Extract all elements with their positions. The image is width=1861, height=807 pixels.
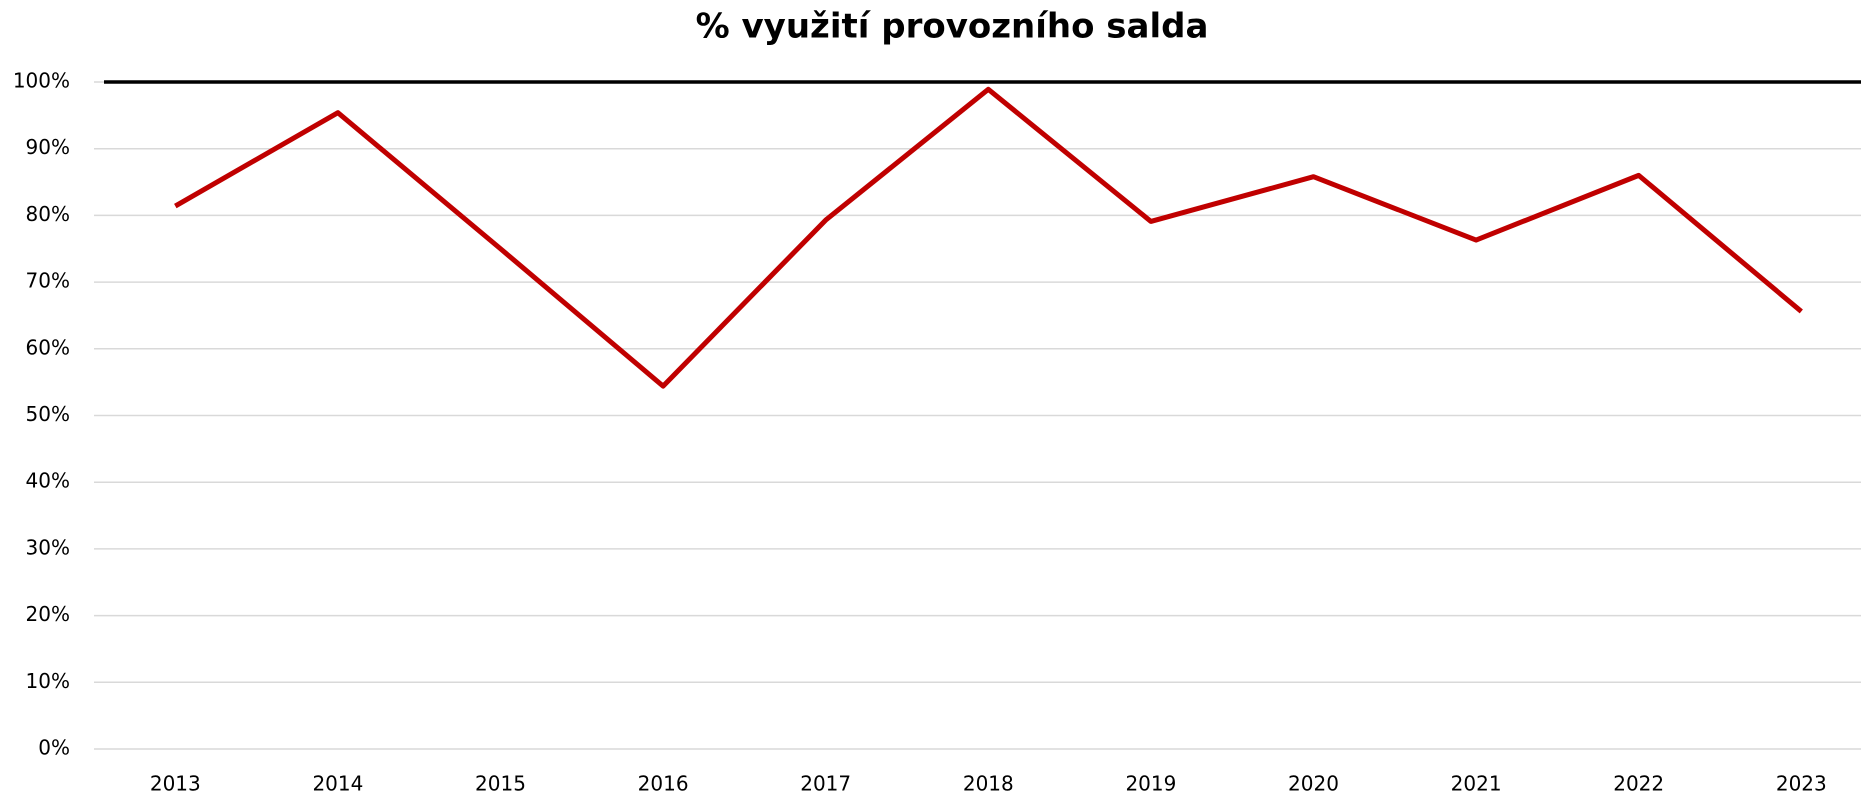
x-tick-label: 2023 [1776, 772, 1827, 796]
data-line [174, 86, 1803, 389]
x-tick-label: 2014 [312, 772, 363, 796]
x-tick-label: 2013 [150, 772, 201, 796]
x-tick-label: 2015 [475, 772, 526, 796]
y-tick-label: 90% [26, 135, 70, 159]
x-tick-label: 2022 [1613, 772, 1664, 796]
y-tick-label: 20% [26, 602, 70, 626]
x-tick-label: 2017 [800, 772, 851, 796]
x-tick-label: 2021 [1451, 772, 1502, 796]
y-tick-label: 30% [26, 535, 70, 559]
y-tick-label: 10% [26, 669, 70, 693]
x-tick-label: 2020 [1288, 772, 1339, 796]
y-tick-label: 70% [26, 269, 70, 293]
x-tick-label: 2018 [963, 772, 1014, 796]
y-tick-label: 0% [38, 736, 70, 760]
chart-title: % využití provozního salda [696, 7, 1209, 47]
y-tick-label: 80% [26, 202, 70, 226]
y-tick-label: 100% [13, 69, 70, 93]
x-tick-label: 2016 [638, 772, 689, 796]
x-tick-label: 2019 [1125, 772, 1176, 796]
y-tick-label: 60% [26, 335, 70, 359]
y-tick-label: 40% [26, 469, 70, 493]
y-tick-label: 50% [26, 402, 70, 426]
